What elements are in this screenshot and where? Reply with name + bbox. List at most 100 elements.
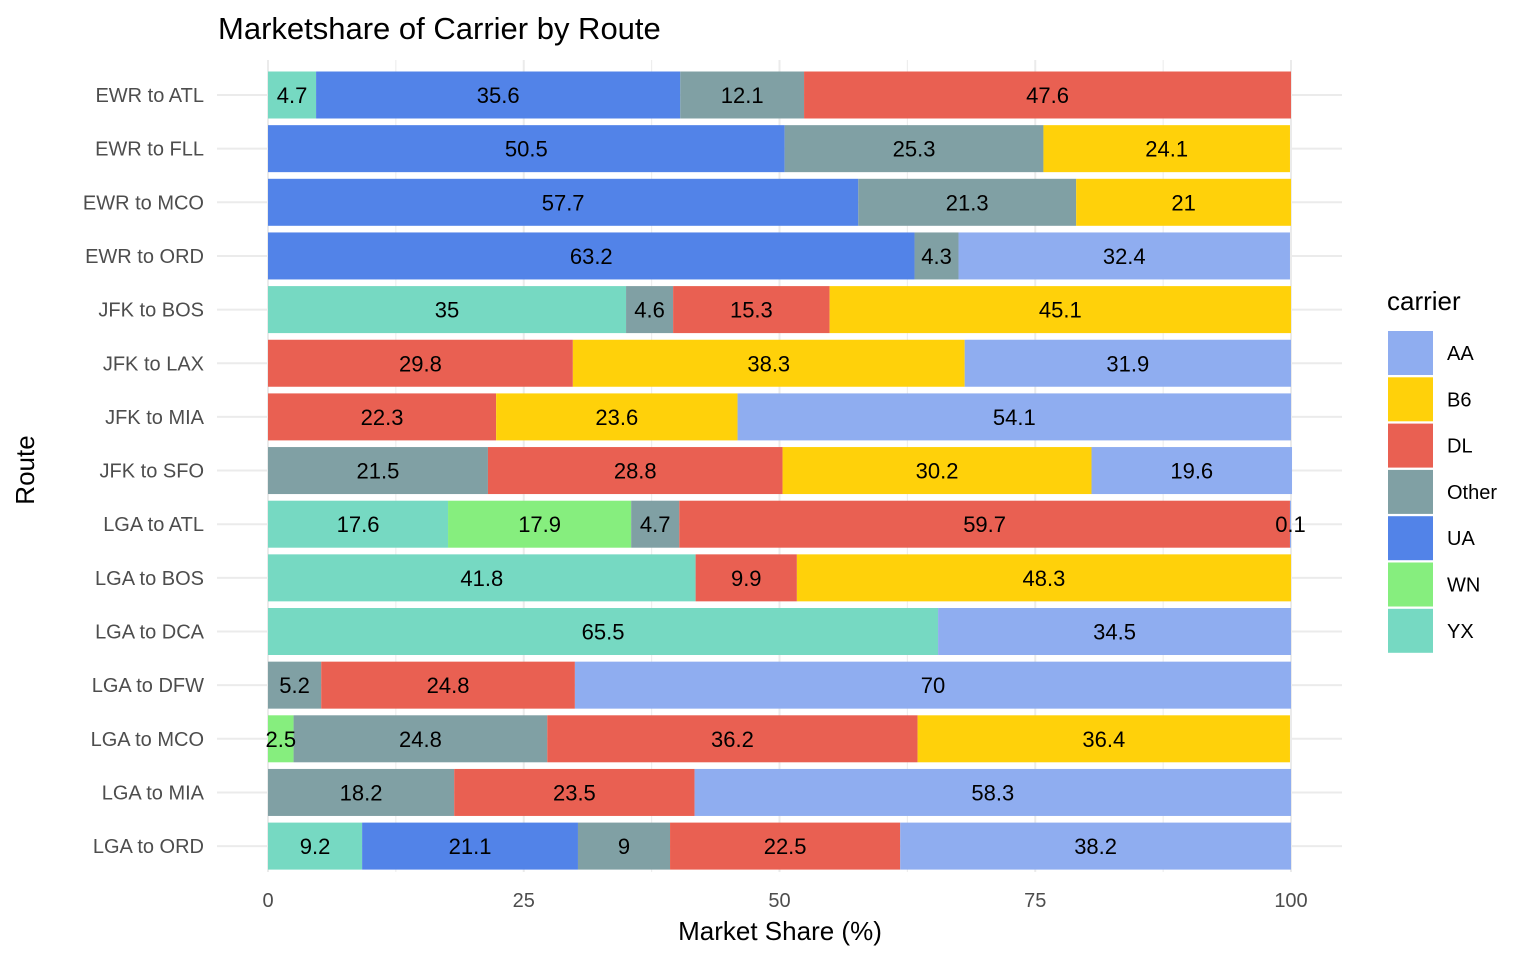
y-tick-label: EWR to ATL [95,85,204,107]
bar-segment-aa [694,768,1291,816]
bar-segment-dl [268,339,573,387]
bar-value-label: 70 [921,673,945,698]
bar-segment-other [680,71,805,119]
y-tick-label: LGA to BOS [95,568,204,590]
legend-title: carrier [1387,286,1461,316]
bar-value-label: 34.5 [1093,620,1136,645]
bar-value-label: 54.1 [993,405,1036,430]
bar-segment-b6 [917,715,1290,763]
bar-segment-aa [1289,500,1291,548]
bar-segment-yx [268,286,627,334]
bar-value-label: 4.7 [277,83,308,108]
bar-segment-dl [321,661,575,709]
bar-segment-dl [454,768,695,816]
bar-value-label: 12.1 [721,83,764,108]
bar-value-label: 21 [1171,190,1195,215]
y-tick-label: EWR to FLL [95,139,204,161]
bar-segment-dl [670,822,901,870]
bar-segment-wn [268,715,294,763]
bar-segment-ua [362,822,578,870]
legend-label-b6: B6 [1447,389,1471,411]
bar-value-label: 2.5 [265,727,296,752]
bar-value-label: 24.1 [1145,137,1188,162]
bar-segment-other [858,178,1077,226]
legend-label-yx: YX [1447,621,1474,643]
bar-segment-ua [268,125,785,173]
bar-value-label: 41.8 [460,566,503,591]
legend-swatch-wn [1388,562,1433,607]
bar-value-label: 23.6 [595,405,638,430]
bar-segment-other [914,232,959,280]
bar-value-label: 30.2 [916,459,959,484]
y-tick-label: JFK to SFO [100,461,204,483]
bar-segment-other [626,286,674,334]
bar-segment-ua [316,71,681,119]
bar-value-label: 21.1 [449,834,492,859]
bar-segment-b6 [572,339,965,387]
bar-value-label: 50.5 [505,137,548,162]
y-tick-label: LGA to MIA [102,782,205,804]
bar-segment-b6 [782,447,1092,495]
bar-segment-ua [268,178,859,226]
bar-value-label: 58.3 [971,780,1014,805]
legend-label-wn: WN [1447,575,1480,597]
bar-value-label: 28.8 [614,459,657,484]
bar-segment-yx [268,608,939,655]
y-tick-label: LGA to DFW [92,675,204,697]
bar-segment-b6 [1076,178,1291,226]
bar-segment-other [268,768,455,816]
bar-labels: 9.2 21.1 9 22.5 38.2 18.2 23.5 58.3 2.5 24.8 36.2 3… [265,83,1305,859]
bar-value-label: 59.7 [963,512,1006,537]
x-tick-label: 0 [262,890,273,912]
y-tick-label: LGA to ORD [93,836,204,858]
bar-value-label: 15.3 [730,298,773,323]
bar-value-label: 36.4 [1082,727,1125,752]
bar-segment-other [784,125,1044,173]
y-tick-label: EWR to MCO [83,192,204,214]
bar-value-label: 31.9 [1106,351,1149,376]
y-tick-label: JFK to BOS [98,300,204,322]
bar-segment-other [268,447,488,495]
bar-segment-ua [268,232,915,280]
x-tick-label: 100 [1274,890,1307,912]
bar-segment-dl [547,715,918,763]
bars [268,71,1293,870]
bar-segment-dl [679,500,1290,548]
bar-value-label: 24.8 [399,727,442,752]
bar-value-label: 45.1 [1039,298,1082,323]
bar-segment-aa [1091,447,1293,495]
y-tick-label: JFK to LAX [103,353,204,375]
y-axis-tick-labels: LGA to ORD LGA to MIA LGA to MCO LGA to DFW… [83,85,205,858]
x-tick-label: 75 [1024,890,1046,912]
bar-value-label: 19.6 [1170,459,1213,484]
y-axis-title: Route [10,435,40,504]
bar-value-label: 32.4 [1103,244,1146,269]
x-axis-tick-labels: 0 25 50 75 100 [262,890,1307,912]
bar-segment-aa [574,661,1291,709]
bar-segment-other [577,822,671,870]
bar-value-label: 35.6 [477,83,520,108]
bar-value-label: 21.3 [946,190,989,215]
legend-swatch-dl [1388,423,1433,468]
bar-value-label: 9.2 [300,834,331,859]
y-tick-label: LGA to DCA [95,622,205,644]
legend-label-dl: DL [1447,436,1473,458]
bar-value-label: 24.8 [427,673,470,698]
x-tick-label: 25 [513,890,535,912]
bar-value-label: 18.2 [340,780,383,805]
bar-segment-b6 [796,554,1291,602]
bar-value-label: 9 [618,834,630,859]
bar-value-label: 47.6 [1026,83,1069,108]
bar-segment-aa [938,608,1291,655]
bar-segment-aa [958,232,1290,280]
bar-segment-yx [268,71,317,119]
legend-label-other: Other [1447,482,1497,504]
bar-segment-aa [964,339,1291,387]
bar-value-label: 63.2 [570,244,613,269]
bar-value-label: 0.1 [1275,512,1306,537]
bar-value-label: 57.7 [542,190,585,215]
bar-segment-b6 [496,393,738,441]
bar-value-label: 65.5 [582,620,625,645]
bar-segment-dl [487,447,783,495]
